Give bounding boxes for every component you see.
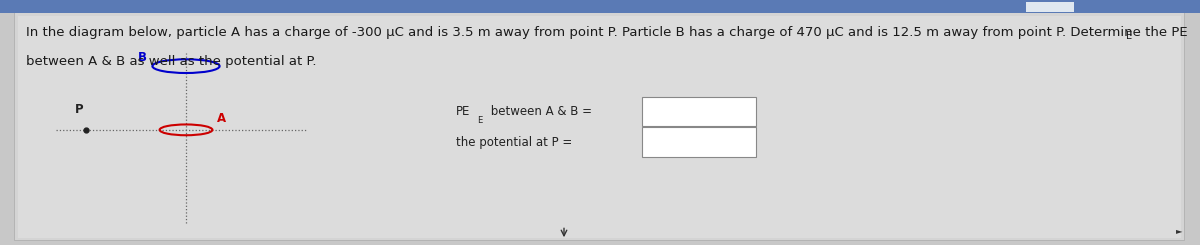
Bar [642,97,756,126]
Text: In the diagram below, particle A has a charge of -300 μC and is 3.5 m away from : In the diagram below, particle A has a c… [26,26,1188,39]
Text: the potential at P =: the potential at P = [456,135,572,149]
Bar [642,127,756,157]
Text: A: A [217,112,227,125]
Text: ►: ► [1176,226,1182,235]
Text: between A & B =: between A & B = [487,105,593,118]
Text: E: E [1126,31,1132,41]
Text: B: B [138,51,146,64]
Bar [0,0,1200,13]
Text: P: P [74,103,84,116]
Text: between A & B as well as the potential at P.: between A & B as well as the potential a… [26,55,317,68]
Bar [1026,2,1074,12]
Text: PE: PE [456,105,470,118]
Text: E: E [478,116,482,125]
